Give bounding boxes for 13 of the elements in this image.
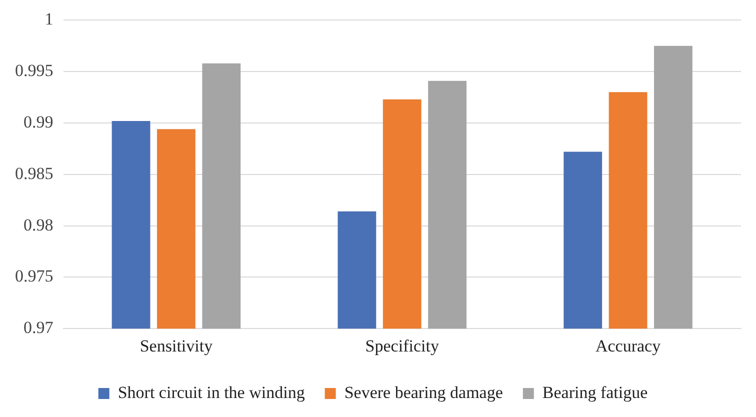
y-tick-label: 1 bbox=[44, 10, 54, 29]
legend-label: Severe bearing damage bbox=[344, 382, 503, 402]
x-tick-label: Accuracy bbox=[595, 336, 662, 356]
x-tick-label: Specificity bbox=[365, 336, 440, 356]
y-tick-label: 0.995 bbox=[15, 61, 54, 80]
legend-label: Bearing fatigue bbox=[542, 382, 648, 402]
y-tick-label: 0.99 bbox=[24, 112, 54, 132]
y-tick-label: 0.98 bbox=[24, 215, 54, 234]
y-tick-label: 0.97 bbox=[24, 318, 54, 338]
x-tick-label: Sensitivity bbox=[140, 336, 214, 356]
y-tick-label: 0.975 bbox=[15, 266, 54, 286]
y-tick-label: 0.985 bbox=[15, 164, 54, 183]
legend-label: Short circuit in the winding bbox=[118, 382, 306, 402]
